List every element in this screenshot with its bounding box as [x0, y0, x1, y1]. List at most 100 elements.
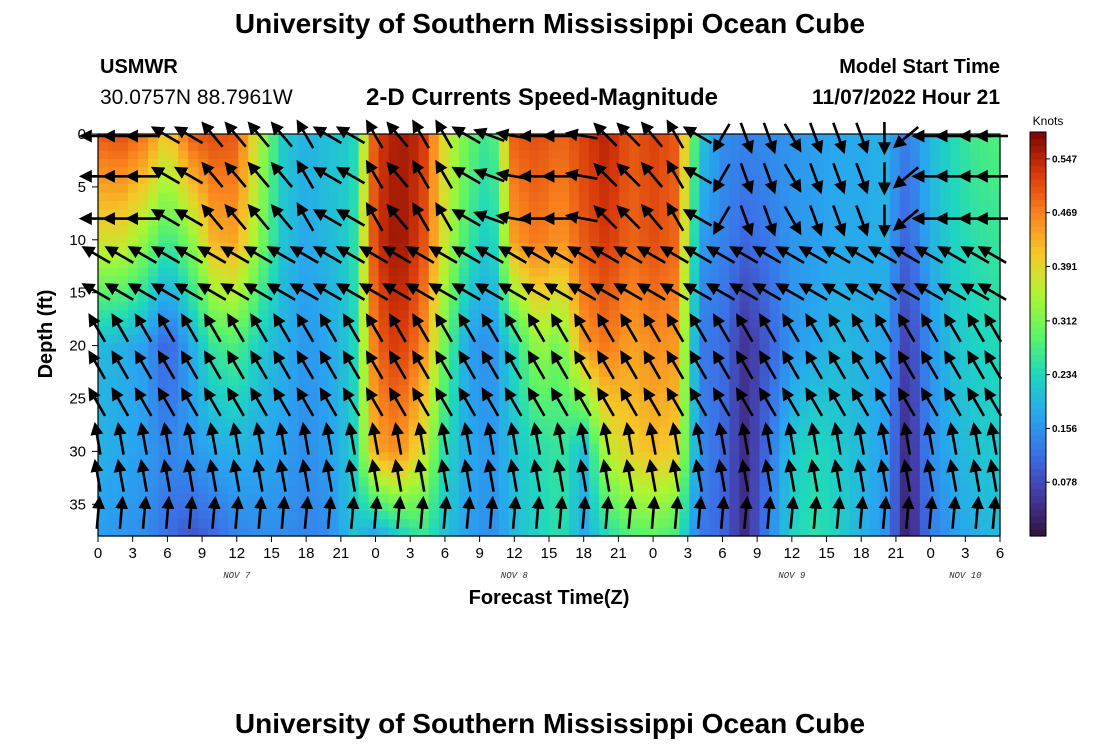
heatmap-cell — [829, 376, 841, 386]
heatmap-cell — [408, 402, 420, 411]
heatmap-cell — [849, 477, 861, 487]
heatmap-cell — [148, 435, 159, 445]
heatmap-cell — [629, 268, 640, 277]
heatmap-cell — [839, 368, 851, 378]
heatmap-cell — [819, 301, 831, 311]
heatmap-cell — [388, 134, 400, 143]
heatmap-cell — [298, 435, 310, 445]
heatmap-cell — [498, 427, 510, 437]
heatmap-cell — [188, 376, 199, 386]
heatmap-cell — [669, 443, 680, 453]
heatmap-cell — [919, 167, 931, 177]
heatmap-cell — [959, 309, 971, 319]
heatmap-cell — [148, 309, 159, 319]
heatmap-cell — [669, 376, 680, 386]
x-tick-label: 3 — [961, 545, 969, 562]
heatmap-cell — [128, 527, 139, 537]
heatmap-cell — [979, 259, 991, 269]
heatmap-cell — [679, 494, 690, 504]
heatmap-cell — [749, 268, 761, 277]
heatmap-cell — [779, 477, 791, 487]
heatmap-cell — [228, 309, 239, 319]
heatmap-cell — [368, 242, 380, 252]
heatmap-cell — [308, 393, 320, 403]
heatmap-cell — [458, 226, 470, 236]
current-vector-arrow — [736, 350, 754, 380]
heatmap-cell — [318, 150, 330, 160]
heatmap-cell — [749, 402, 761, 411]
heatmap-cell — [538, 510, 550, 520]
heatmap-cell — [478, 435, 490, 445]
heatmap-cell — [879, 527, 891, 537]
heatmap-cell — [909, 443, 921, 453]
heatmap-cell — [989, 293, 1001, 303]
heatmap-cell — [288, 142, 300, 152]
heatmap-cell — [518, 192, 530, 202]
heatmap-cell — [338, 175, 350, 185]
heatmap-cell — [428, 268, 440, 277]
heatmap-cell — [569, 452, 580, 462]
heatmap-cell — [869, 335, 881, 344]
heatmap-cell — [268, 402, 279, 411]
heatmap-cell — [188, 209, 199, 219]
heatmap-cell — [839, 443, 851, 453]
heatmap-cell — [438, 477, 450, 487]
heatmap-cell — [599, 402, 610, 411]
heatmap-cell — [669, 134, 680, 143]
current-vector-arrow — [196, 283, 227, 301]
heatmap-cell — [749, 335, 761, 344]
heatmap-cell — [108, 234, 119, 244]
heatmap-cell — [458, 192, 470, 202]
heatmap-cell — [258, 510, 269, 520]
heatmap-cell — [729, 326, 741, 336]
heatmap-cell — [328, 527, 340, 537]
heatmap-cell — [158, 376, 169, 386]
heatmap-cell — [338, 502, 350, 512]
heatmap-cell — [749, 410, 761, 420]
heatmap-cell — [699, 234, 710, 244]
heatmap-cell — [338, 452, 350, 462]
heatmap-cell — [829, 276, 841, 286]
heatmap-cell — [809, 217, 821, 227]
heatmap-cell — [208, 385, 219, 395]
heatmap-cell — [378, 418, 390, 428]
heatmap-cell — [589, 360, 600, 370]
heatmap-cell — [128, 318, 139, 328]
heatmap-cell — [488, 217, 500, 227]
heatmap-cell — [899, 242, 911, 252]
heatmap-cell — [308, 150, 320, 160]
heatmap-cell — [649, 452, 660, 462]
heatmap-cell — [729, 159, 741, 169]
heatmap-cell — [779, 309, 791, 319]
heatmap-cell — [829, 469, 841, 478]
heatmap-cell — [358, 510, 370, 520]
heatmap-cell — [518, 510, 530, 520]
heatmap-cell — [128, 326, 139, 336]
heatmap-cell — [458, 234, 470, 244]
colorbar-swatch — [1030, 199, 1046, 207]
heatmap-cell — [639, 452, 650, 462]
heatmap-cell — [809, 192, 821, 202]
heatmap-cell — [739, 234, 751, 244]
heatmap-cell — [729, 519, 741, 529]
heatmap-cell — [799, 435, 811, 445]
current-vector-arrow — [405, 283, 435, 301]
heatmap-cell — [909, 402, 921, 411]
heatmap-cell — [378, 234, 390, 244]
heatmap-cell — [949, 519, 961, 529]
heatmap-cell — [428, 351, 440, 361]
heatmap-cell — [188, 335, 199, 344]
heatmap-cell — [569, 276, 580, 286]
heatmap-cell — [198, 293, 209, 303]
heatmap-cell — [979, 142, 991, 152]
heatmap-cell — [849, 150, 861, 160]
heatmap-cell — [138, 284, 149, 294]
heatmap-cell — [789, 527, 801, 537]
current-vector-arrow — [437, 458, 451, 492]
heatmap-cell — [288, 268, 300, 277]
heatmap-cell — [288, 343, 300, 353]
heatmap-cell — [408, 469, 420, 478]
heatmap-cell — [108, 460, 119, 470]
heatmap-cell — [538, 309, 550, 319]
heatmap-cell — [709, 410, 720, 420]
